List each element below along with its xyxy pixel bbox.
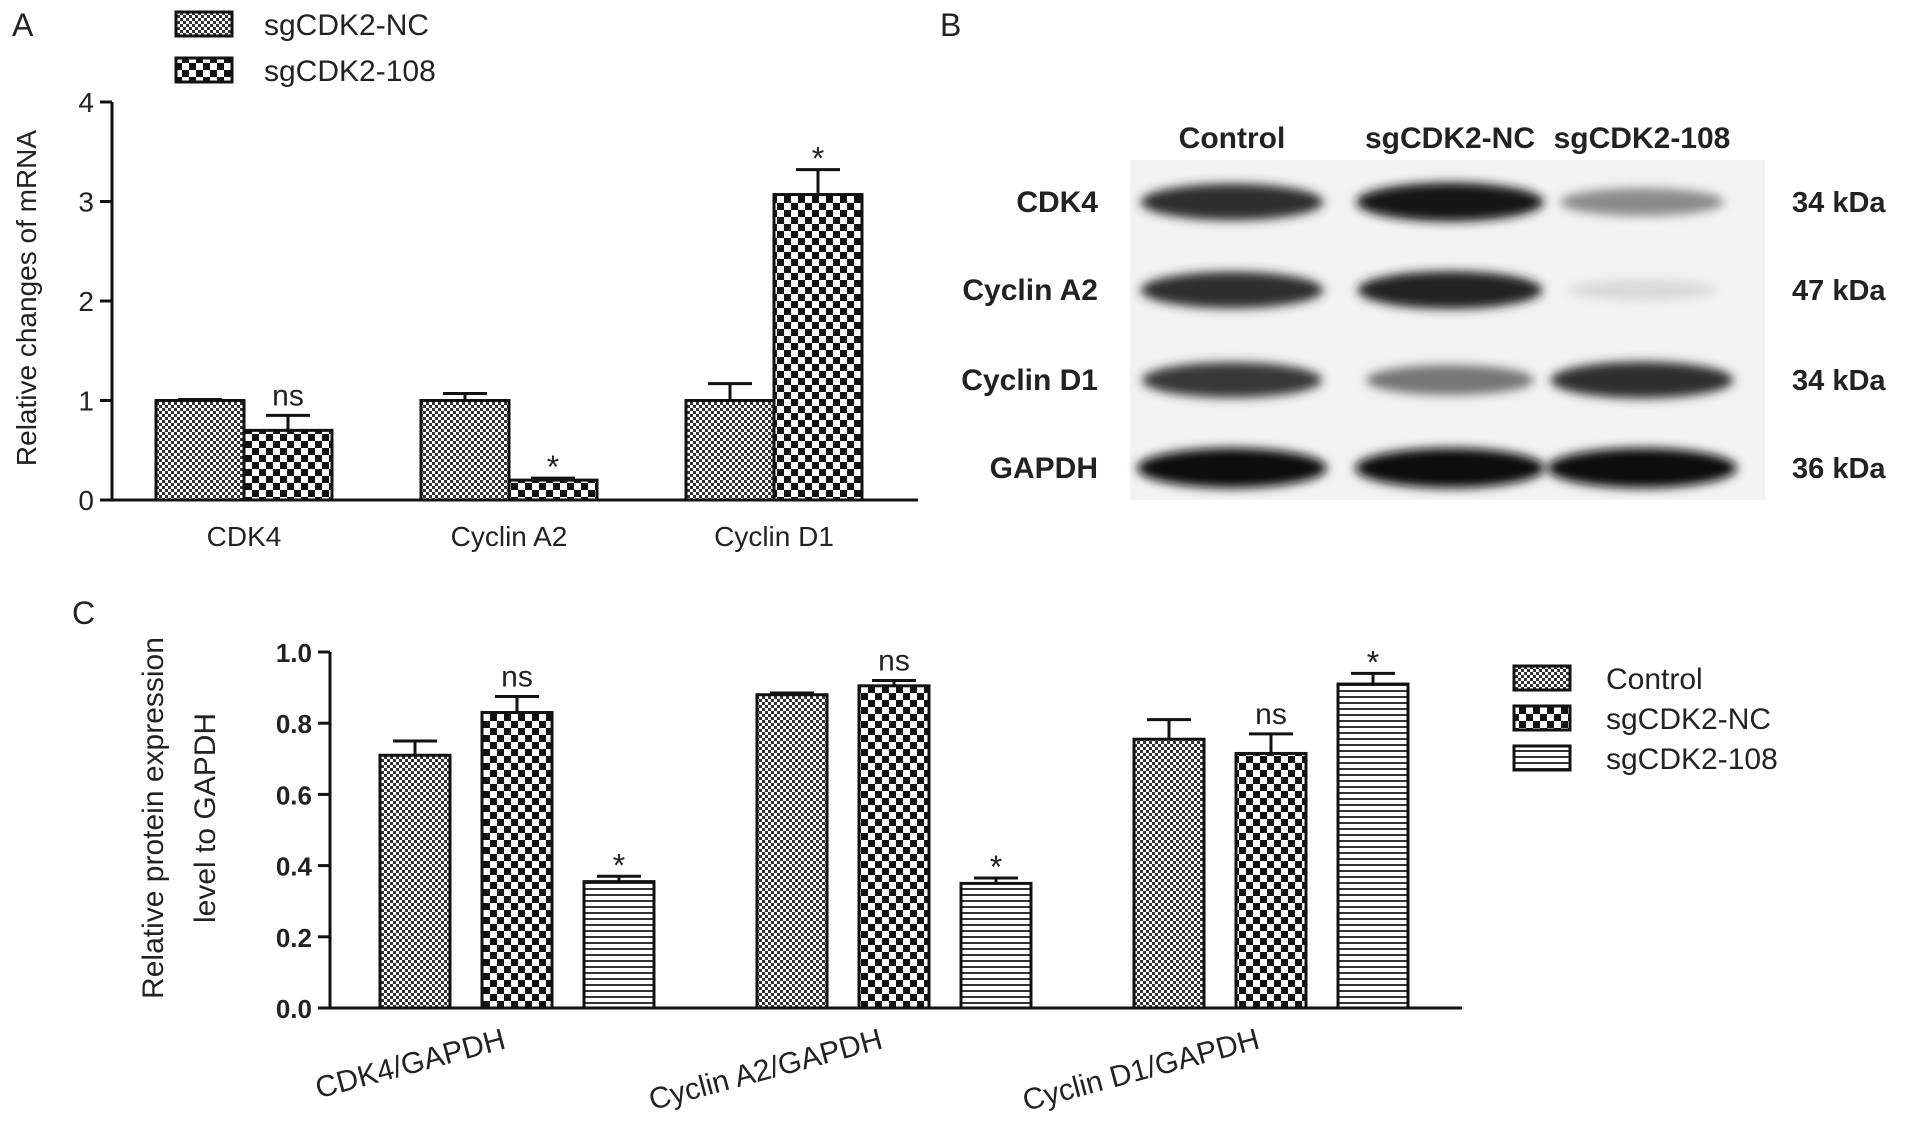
chart-a-x-tick-label: Cyclin A2 [451,521,568,552]
chart-c-legend-swatch [1512,664,1572,692]
panel-label-a: A [12,7,34,43]
blot-protein-label: Cyclin D1 [961,364,1098,397]
chart-a-significance-label: ns [272,379,304,412]
chart-a-y-tick-label: 3 [78,187,94,218]
blot-lane-label: Control [1179,122,1286,155]
chart-c-bar [1234,751,1308,1010]
blot-lane-label: sgCDK2-108 [1554,122,1731,155]
chart-c-bar [1336,682,1410,1010]
blot-band [1547,448,1737,488]
western-blot: Control sgCDK2-NC sgCDK2-108 CDK4 34 kDa Cyc… [961,122,1886,500]
chart-a-bar [772,193,864,502]
chart-c-significance-label: * [990,849,1002,885]
chart-c-bar [755,693,829,1010]
panel-label-c: C [72,595,95,631]
blot-lane-labels: Control sgCDK2-NC sgCDK2-108 [1179,122,1731,155]
chart-c-x-tick-label: Cyclin A2/GAPDH [645,1023,885,1117]
chart-c-significance-label: ns [878,644,910,677]
chart-a-bar [154,399,246,502]
chart-a-bar [419,399,511,502]
chart-c-y-tick-label: 0.4 [276,852,313,882]
chart-a-x-tick-label: Cyclin D1 [714,521,834,552]
mrna-bar-chart: sgCDK2-NC sgCDK2-108 Relative changes of … [11,9,918,552]
chart-c-significance-label: ns [501,661,533,694]
chart-a-y-tick-label: 0 [78,485,94,516]
blot-band [1550,361,1734,399]
chart-c-legend-swatch [1512,744,1572,772]
chart-c-bar [480,711,554,1010]
chart-a-significance-label: * [547,449,559,485]
chart-c-y-tick-label: 0.8 [276,709,312,739]
chart-a-y-tick-label: 4 [78,87,94,118]
chart-a-legend-label: sgCDK2-NC [264,9,429,42]
blot-protein-label: Cyclin A2 [962,274,1098,307]
chart-c-bar [582,880,656,1010]
blot-size-label: 36 kDa [1792,453,1886,485]
blot-band [1560,188,1724,216]
chart-c-x-tick-label: CDK4/GAPDH [312,1023,509,1105]
protein-bar-chart: Relative protein expression level to GAP… [137,637,1778,1118]
chart-c-legend-label: sgCDK2-108 [1606,743,1778,776]
chart-a-legend: sgCDK2-NC sgCDK2-108 [174,9,436,88]
chart-a-y-axis-label: Relative changes of mRNA [11,130,42,466]
blot-band [1140,183,1324,221]
blot-protein-label: GAPDH [990,452,1098,485]
chart-c-y-axis-label-line1: Relative protein expression [137,637,170,999]
chart-c-bars: ns * ns * ns * [378,644,1410,1010]
chart-a-legend-swatch [174,56,234,84]
chart-c-legend: Control sgCDK2-NC sgCDK2-108 [1512,663,1778,776]
blot-band [1141,362,1323,398]
chart-c-bar [1132,737,1206,1010]
chart-c-y-tick-label: 0.0 [276,994,312,1024]
chart-a-x-tick-label: CDK4 [207,521,282,552]
blot-band [1357,271,1543,309]
blot-band [1355,448,1545,488]
chart-a-legend-label: sgCDK2-108 [264,55,436,88]
chart-c-x-tick-label: Cyclin D1/GAPDH [1019,1023,1263,1118]
chart-c-legend-label: sgCDK2-NC [1606,703,1771,736]
chart-a-significance-label: * [812,141,824,177]
chart-a-bar [684,399,776,502]
chart-c-y-tick-label: 1.0 [276,638,312,668]
chart-c-significance-label: * [1367,644,1379,680]
blot-size-label: 34 kDa [1792,187,1886,219]
chart-c-bar [378,753,452,1010]
chart-a-bars: ns * * [154,141,864,502]
chart-c-legend-swatch [1512,704,1572,732]
chart-a-y-tick-label: 1 [78,386,94,417]
chart-a-y-tick-label: 2 [78,286,94,317]
chart-c-y-axis-label-line2: level to GAPDH [189,713,222,923]
blot-band [1567,279,1717,301]
chart-c-legend-label: Control [1606,663,1703,696]
blot-lane-label: sgCDK2-NC [1365,122,1535,155]
blot-band [1356,182,1544,222]
blot-rows: CDK4 34 kDa Cyclin A2 47 kDa Cyclin D1 34 kDa… [961,182,1886,488]
chart-a-legend-swatch [174,10,234,38]
chart-c-bar [959,881,1033,1010]
chart-c-significance-label: ns [1255,698,1287,731]
chart-c-significance-label: * [613,847,625,883]
blot-band [1140,271,1324,309]
blot-band [1137,448,1327,488]
blot-size-label: 34 kDa [1792,365,1886,397]
blot-band [1365,364,1535,396]
chart-c-y-tick-label: 0.6 [276,780,312,810]
panel-label-b: B [940,7,961,43]
blot-size-label: 47 kDa [1792,275,1886,307]
chart-c-y-tick-label: 0.2 [276,923,312,953]
blot-protein-label: CDK4 [1016,186,1098,219]
chart-a-bar [242,428,334,502]
chart-c-bar [857,684,931,1010]
